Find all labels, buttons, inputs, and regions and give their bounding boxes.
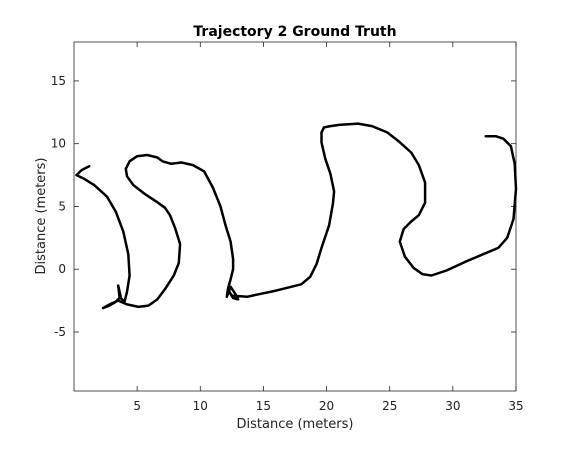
plot-area bbox=[73, 41, 517, 392]
x-tick-label: 5 bbox=[133, 399, 141, 413]
y-tick-label: 15 bbox=[51, 74, 66, 88]
x-tick-label: 20 bbox=[319, 399, 334, 413]
y-tick-label: 10 bbox=[51, 137, 66, 151]
tick-labels: 5 10 15 20 25 30 35 -5 0 5 10 15 bbox=[51, 74, 524, 413]
x-tick-label: 25 bbox=[382, 399, 397, 413]
y-tick-label: -5 bbox=[54, 325, 66, 339]
x-tick-label: 15 bbox=[256, 399, 271, 413]
trajectory-line bbox=[75, 122, 518, 310]
x-tick-label: 10 bbox=[193, 399, 208, 413]
y-tick-label: 0 bbox=[58, 262, 66, 276]
y-tick-label: 5 bbox=[58, 199, 66, 213]
y-axis-label: Distance (meters) bbox=[34, 158, 49, 275]
chart-title: Trajectory 2 Ground Truth bbox=[193, 24, 396, 40]
x-tick-label: 30 bbox=[445, 399, 460, 413]
x-axis-label: Distance (meters) bbox=[237, 417, 354, 432]
x-tick-label: 35 bbox=[508, 399, 523, 413]
axis-ticks bbox=[74, 42, 517, 391]
